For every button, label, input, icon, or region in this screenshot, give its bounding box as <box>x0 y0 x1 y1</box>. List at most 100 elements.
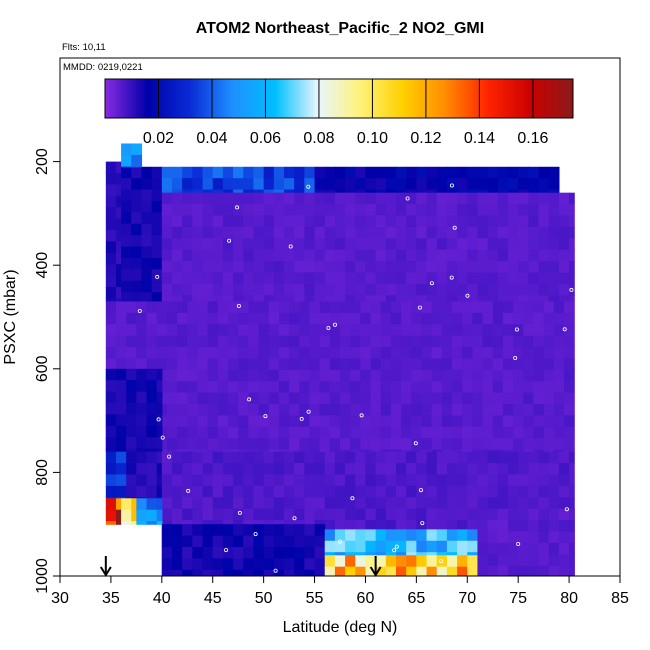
curtain-cell <box>340 335 351 348</box>
colorbar-segment <box>497 79 501 118</box>
curtain-cell <box>172 189 183 194</box>
colorbar-segment <box>279 79 283 118</box>
colorbar-segment <box>528 79 532 118</box>
curtain-cell <box>411 449 423 453</box>
curtain-cell <box>197 404 209 417</box>
colorbar-segment <box>484 79 488 118</box>
curtain-cell <box>416 540 428 553</box>
colorbar-segment <box>515 79 519 118</box>
curtain-cell <box>121 212 132 225</box>
curtain-cell <box>294 249 305 262</box>
location-arrow <box>99 556 112 577</box>
curtain-cell <box>487 215 499 228</box>
curtain-cell <box>334 215 346 228</box>
curtain-cell <box>533 392 545 405</box>
curtain-cell <box>105 448 117 453</box>
curtain-cell <box>263 166 275 179</box>
curtain-cell <box>324 566 336 576</box>
curtain-cell <box>263 178 275 191</box>
colorbar-segment <box>177 79 181 118</box>
curtain-cell <box>187 449 199 453</box>
curtain-cell <box>355 463 367 476</box>
curtain-cell <box>558 451 570 464</box>
curtain-cell <box>452 369 463 382</box>
curtain-cell <box>233 178 244 191</box>
curtain-cell <box>334 249 346 262</box>
curtain-cell <box>548 497 560 510</box>
curtain-cell <box>385 166 397 179</box>
curtain-cell <box>268 438 280 451</box>
curtain-cell <box>487 542 499 555</box>
curtain-cell <box>467 451 479 464</box>
curtain-cell <box>385 238 397 251</box>
curtain-cell <box>380 312 392 325</box>
curtain-cell <box>187 301 199 314</box>
curtain-cell <box>340 392 351 405</box>
colorbar-segment <box>479 79 483 118</box>
curtain-cell <box>243 535 255 548</box>
curtain-cell <box>360 335 372 348</box>
curtain-cell <box>553 404 565 417</box>
curtain-cell <box>508 497 519 510</box>
curtain-cell <box>126 485 137 498</box>
curtain-cell <box>166 438 178 451</box>
curtain-cell <box>314 261 326 274</box>
curtain-cell <box>268 358 280 371</box>
curtain-cell <box>533 438 545 451</box>
curtain-cell <box>284 463 295 476</box>
curtain-cell <box>202 463 214 476</box>
curtain-cell <box>319 415 331 428</box>
curtain-cell <box>202 497 214 510</box>
curtain-cell <box>192 535 204 548</box>
curtain-cell <box>182 261 193 274</box>
curtain-cell <box>548 520 560 533</box>
curtain-cell <box>289 358 300 371</box>
curtain-cell <box>538 192 550 205</box>
curtain-cell <box>396 463 407 476</box>
curtain-cell <box>492 312 504 325</box>
colorbar-segment <box>136 79 140 118</box>
curtain-cell <box>202 249 214 262</box>
curtain-cell <box>436 283 448 296</box>
curtain-cell <box>401 381 412 394</box>
curtain-cell <box>533 324 545 337</box>
curtain-cell <box>222 508 234 521</box>
curtain-cell <box>197 438 209 451</box>
curtain-cell <box>166 426 178 439</box>
curtain-cell <box>314 192 326 205</box>
curtain-cell <box>294 238 305 251</box>
curtain-cell <box>289 438 300 451</box>
curtain-cell <box>528 474 540 487</box>
curtain-cell <box>141 257 153 270</box>
colorbar-segment <box>435 79 439 118</box>
curtain-cell <box>222 226 234 239</box>
colorbar-segment <box>167 79 171 118</box>
curtain-cell <box>146 301 158 314</box>
curtain-cell <box>212 272 224 285</box>
colorbar-segment <box>487 79 491 118</box>
curtain-cell <box>299 404 311 417</box>
curtain-cell <box>497 508 509 521</box>
x-tick-label: 80 <box>560 590 578 607</box>
curtain-cell <box>345 272 356 285</box>
curtain-cell <box>146 463 158 476</box>
curtain-cell <box>238 324 249 337</box>
curtain-cell <box>161 178 173 191</box>
curtain-cell <box>202 178 214 191</box>
curtain-cell <box>385 272 397 285</box>
curtain-cell <box>126 463 137 476</box>
curtain-cell <box>528 272 540 285</box>
curtain-cell <box>380 335 392 348</box>
curtain-cell <box>304 508 316 521</box>
curtain-cell <box>543 301 555 314</box>
curtain-cell <box>243 238 255 251</box>
curtain-cell <box>528 238 540 251</box>
curtain-cell <box>426 238 438 251</box>
curtain-cell <box>436 529 448 542</box>
curtain-cell <box>273 474 285 487</box>
curtain-cell <box>253 497 265 510</box>
curtain-cell <box>172 524 183 537</box>
curtain-cell <box>177 335 188 348</box>
curtain-cell <box>345 261 356 274</box>
